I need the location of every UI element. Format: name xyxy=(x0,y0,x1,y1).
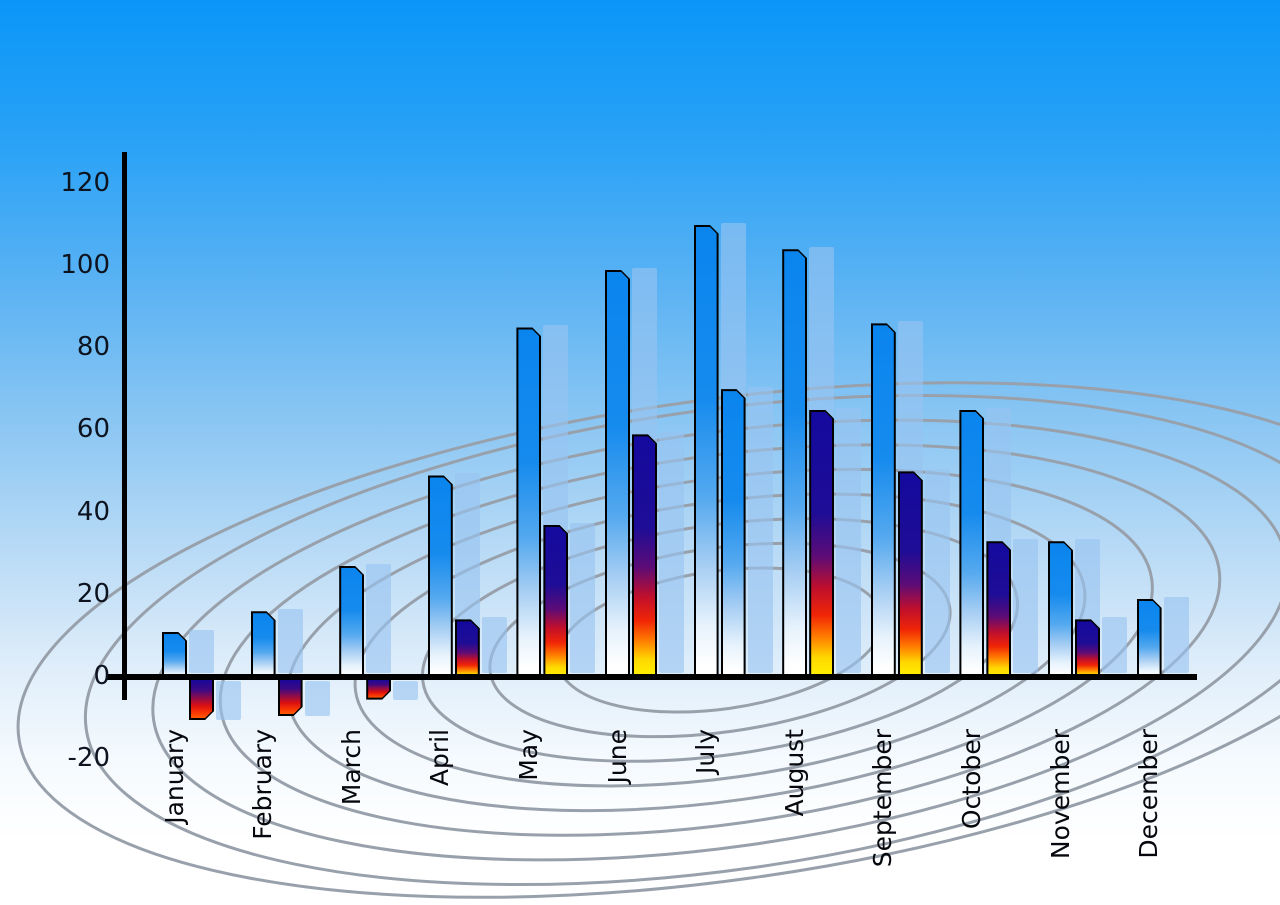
bar-june-secondary-face xyxy=(634,436,655,679)
y-tick-label-0: 0 xyxy=(93,661,110,691)
bar-february-secondary-face xyxy=(280,679,301,714)
bar-october-secondary xyxy=(986,541,1011,679)
bar-november-secondary-face xyxy=(1077,621,1098,679)
bar-november-secondary xyxy=(1075,619,1100,679)
bar-march-primary-shadow xyxy=(366,563,392,673)
y-axis-line xyxy=(122,152,127,700)
bar-may-secondary xyxy=(543,525,568,679)
month-label-may: May xyxy=(513,729,543,781)
bar-april-primary xyxy=(428,475,453,679)
bar-january-primary xyxy=(162,632,187,679)
bar-march-primary xyxy=(339,566,364,679)
bar-april-secondary-shadow xyxy=(481,617,507,673)
bar-december-primary xyxy=(1137,599,1162,679)
bar-february-primary-face xyxy=(253,613,274,679)
y-tick-label--20: -20 xyxy=(67,743,110,774)
bar-september-secondary-face xyxy=(900,473,921,679)
month-label-july: July xyxy=(691,729,721,774)
bar-june-secondary-shadow xyxy=(659,432,684,673)
bar-february-secondary xyxy=(278,679,303,716)
bar-march-secondary-face xyxy=(368,679,389,698)
bar-may-primary xyxy=(516,327,541,679)
bar-august-secondary-shadow xyxy=(836,407,862,673)
bar-february-primary-shadow xyxy=(277,609,303,673)
bar-september-primary-face xyxy=(873,325,894,679)
bar-april-secondary xyxy=(455,619,480,679)
bar-october-primary xyxy=(959,410,984,679)
month-label-november: November xyxy=(1045,729,1075,860)
month-label-april: April xyxy=(425,729,455,787)
grid-curve xyxy=(83,393,1280,887)
y-tick-label-100: 100 xyxy=(60,249,110,280)
month-label-march: March xyxy=(336,729,366,806)
bar-december-primary-face xyxy=(1139,601,1160,679)
month-label-june: June xyxy=(602,729,632,784)
bar-august-secondary xyxy=(809,410,834,679)
bar-june-primary-face xyxy=(607,272,628,679)
bar-april-primary-face xyxy=(430,477,451,679)
bar-january-secondary xyxy=(189,679,214,720)
y-tick-label-80: 80 xyxy=(76,332,110,362)
y-tick-label-120: 120 xyxy=(60,167,110,198)
bar-august-primary-face xyxy=(784,251,805,679)
bar-january-primary-shadow xyxy=(189,629,214,673)
bar-september-secondary-shadow xyxy=(924,469,950,673)
bar-august-primary xyxy=(782,249,807,679)
bar-february-secondary-shadow xyxy=(304,681,330,716)
bar-april-secondary-face xyxy=(457,621,478,679)
bar-november-primary xyxy=(1048,541,1073,679)
bar-june-primary xyxy=(605,270,630,679)
bar-august-secondary-face xyxy=(811,412,832,679)
grid-curve xyxy=(16,381,1280,899)
bar-march-secondary xyxy=(366,679,391,700)
bar-september-secondary xyxy=(898,471,923,679)
grid-curve xyxy=(151,418,1280,862)
bar-july-secondary-face xyxy=(723,391,744,679)
bar-may-primary-face xyxy=(518,329,539,679)
zero-axis-line xyxy=(107,674,1197,680)
y-tick-label-20: 20 xyxy=(76,578,110,609)
bar-december-primary-shadow xyxy=(1163,596,1189,673)
bar-october-primary-face xyxy=(961,412,982,679)
month-label-august: August xyxy=(779,729,809,817)
month-label-december: December xyxy=(1134,729,1164,859)
y-tick-label-60: 60 xyxy=(76,414,110,445)
bar-may-secondary-shadow xyxy=(570,522,596,673)
bar-october-secondary-face xyxy=(988,543,1009,679)
bar-november-secondary-shadow xyxy=(1102,617,1127,673)
bar-january-primary-face xyxy=(164,634,185,679)
bar-january-secondary-face xyxy=(191,679,212,718)
bar-june-secondary xyxy=(632,434,657,679)
bar-january-secondary-shadow xyxy=(216,681,241,721)
bar-march-primary-face xyxy=(341,568,362,679)
bar-may-secondary-face xyxy=(545,527,566,679)
bar-october-secondary-shadow xyxy=(1013,539,1039,673)
month-label-october: October xyxy=(956,729,986,830)
month-label-september: September xyxy=(868,729,898,868)
month-label-february: February xyxy=(248,729,278,840)
bar-march-secondary-shadow xyxy=(393,681,419,700)
y-tick-label-40: 40 xyxy=(76,496,110,527)
bar-july-secondary xyxy=(721,389,746,679)
bar-november-primary-face xyxy=(1050,543,1071,679)
bar-july-primary-face xyxy=(696,227,717,679)
bar-september-primary xyxy=(871,323,896,679)
month-label-january: January xyxy=(159,729,189,824)
bar-july-primary xyxy=(694,225,719,679)
bar-february-primary xyxy=(251,611,276,679)
bar-july-secondary-shadow xyxy=(747,387,773,673)
